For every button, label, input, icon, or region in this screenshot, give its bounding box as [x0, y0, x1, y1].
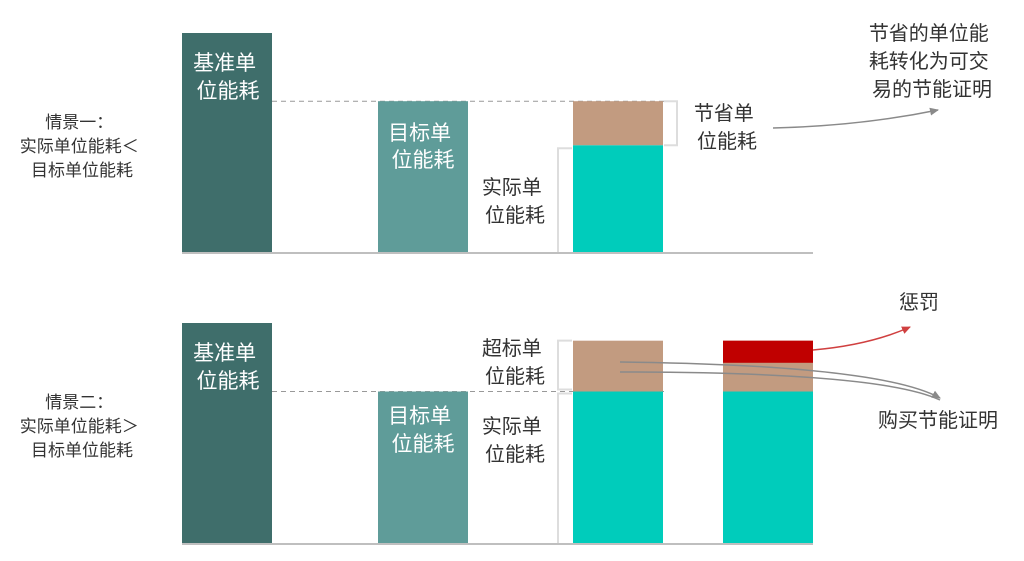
scenario1-target-label-line-1: 目标单 [388, 121, 451, 145]
scenario2-baseline-bar [182, 323, 272, 544]
scenario1-title-line-2: 实际单位能耗＜ [20, 137, 139, 157]
scenario2-group: 情景二： 实际单位能耗＞ 目标单位能耗 基准单 位能耗 目标单 位能耗 超标单 … [20, 290, 998, 545]
scenario2-title-line-1: 情景二： [45, 393, 113, 413]
scenario1-baseline-label: 基准单 位能耗 [193, 51, 263, 103]
scenario2-target-label-line-1: 目标单 [388, 404, 451, 428]
scenario2-buy-label: 购买节能证明 [878, 408, 998, 432]
scenario1-saving-bracket [664, 100, 678, 147]
scenario1-certificate-arrow [772, 107, 939, 129]
scenario2-excess-bracket [557, 339, 572, 391]
scenario1-title: 情景一： 实际单位能耗＜ 目标单位能耗 [20, 113, 144, 181]
scenario1-certificate-line-2: 耗转化为可交 [869, 49, 989, 73]
scenario2-title-line-3: 目标单位能耗 [31, 441, 133, 461]
scenario1-target-label: 目标单 位能耗 [388, 121, 458, 172]
scenario1-baseline-bar [182, 33, 272, 253]
scenario1-saving-label: 节省单 位能耗 [694, 101, 760, 153]
scenario2-buy-arrow-upper [619, 361, 941, 399]
scenario1-target-bar [378, 101, 468, 253]
scenario2-actual-label-line-2: 位能耗 [485, 442, 545, 466]
scenario2-title: 情景二： 实际单位能耗＞ 目标单位能耗 [20, 393, 144, 461]
scenario1-actual-label: 实际单 位能耗 [482, 175, 548, 227]
scenario1-title-line-3: 目标单位能耗 [31, 161, 133, 181]
scenario1-title-line-1: 情景一： [45, 113, 113, 133]
scenario2-actual-bracket [557, 392, 572, 545]
scenario2-target-bar [378, 391, 468, 544]
scenario2-title-line-2: 实际单位能耗＞ [20, 417, 139, 437]
scenario2-excess-label-line-2: 位能耗 [485, 364, 545, 388]
scenario1-certificate-label: 节省的单位能 耗转化为可交 易的节能证明 [869, 21, 995, 101]
scenario2-baseline-label-line-1: 基准单 [193, 341, 256, 365]
scenario2-penalty-arrow [812, 326, 911, 351]
scenario2-penalty-label: 惩罚 [899, 290, 939, 314]
scenario2-excess-segment [573, 340, 663, 392]
scenario2-actual-bar [573, 391, 663, 544]
scenario1-saving-label-line-1: 节省单 [694, 101, 754, 125]
scenario1-actual-label-line-1: 实际单 [482, 175, 542, 199]
scenario1-saving-label-line-2: 位能耗 [697, 129, 757, 153]
scenario2-penalty-segment [723, 340, 813, 363]
scenario2-buy-arrow-lower [619, 371, 941, 401]
scenario2-target-label: 目标单 位能耗 [388, 404, 458, 456]
scenario1-baseline-label-line-2: 位能耗 [197, 79, 260, 103]
scenario2-excess-label-line-1: 超标单 [482, 336, 542, 360]
scenario1-target-label-line-2: 位能耗 [392, 148, 455, 172]
scenario1-certificate-line-3: 易的节能证明 [872, 77, 992, 101]
scenario1-baseline-label-line-1: 基准单 [193, 51, 256, 75]
scenario1-saving-segment [573, 101, 663, 146]
scenario2-actual-label-line-1: 实际单 [482, 414, 542, 438]
scenario2-target-label-line-2: 位能耗 [392, 432, 455, 456]
scenario1-group: 情景一： 实际单位能耗＜ 目标单位能耗 基准单 位能耗 目标单 位能耗 实际单 … [20, 21, 995, 254]
scenario1-certificate-line-1: 节省的单位能 [869, 21, 989, 45]
scenario2-baseline-label-line-2: 位能耗 [197, 369, 260, 393]
scenario2-actual-label: 实际单 位能耗 [482, 414, 548, 466]
scenario2-excess-label: 超标单 位能耗 [482, 336, 548, 388]
scenario1-actual-bar [573, 145, 663, 253]
scenario2-outcome-actual-bar [723, 391, 813, 544]
scenario1-actual-label-line-2: 位能耗 [485, 203, 545, 227]
scenario2-baseline-label: 基准单 位能耗 [193, 341, 263, 393]
scenario1-actual-bracket [557, 147, 572, 254]
